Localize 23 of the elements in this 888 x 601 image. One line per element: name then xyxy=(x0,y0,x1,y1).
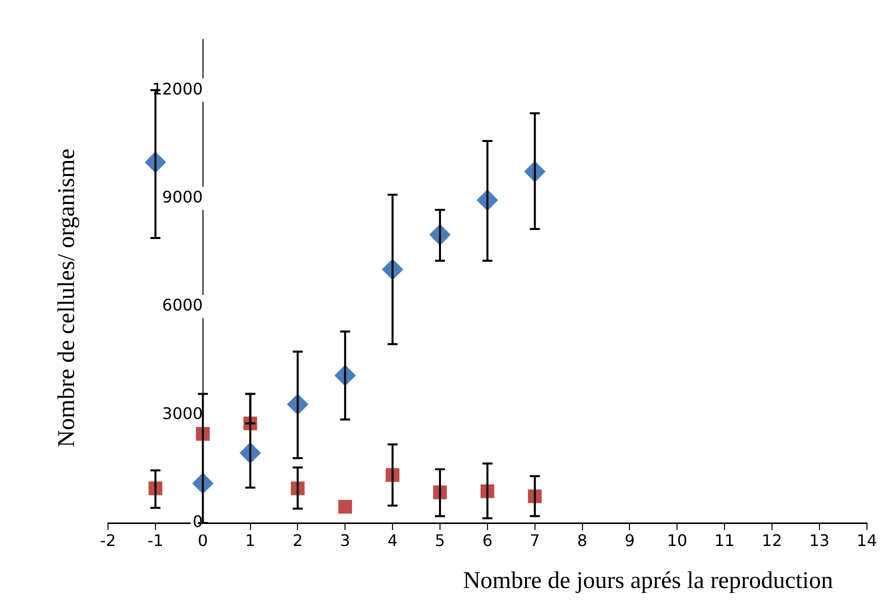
y-tick-label: 6000 xyxy=(162,296,203,315)
x-tick-label: 7 xyxy=(530,530,540,550)
y-axis-title: Nombre de cellules/ organisme xyxy=(54,148,80,448)
x-tick-label: 6 xyxy=(482,530,493,550)
y-tick-label: 9000 xyxy=(162,187,203,206)
x-tick-label: 13 xyxy=(809,530,830,550)
point xyxy=(338,500,352,514)
x-tick-label: 12 xyxy=(762,530,782,550)
x-tick-label: 1 xyxy=(245,530,256,550)
x-tick-label: -2 xyxy=(100,530,116,550)
x-tick-label: 8 xyxy=(577,530,588,550)
x-tick-label: -1 xyxy=(147,530,164,550)
y-tick-label: 3000 xyxy=(162,404,203,423)
x-tick-label: 9 xyxy=(624,530,635,550)
x-tick-label: 11 xyxy=(714,530,735,550)
x-axis-title: Nombre de jours aprés la reproduction xyxy=(463,568,833,594)
x-tick-label: 4 xyxy=(387,530,398,550)
x-tick-label: 3 xyxy=(340,530,350,550)
x-tick-label: 10 xyxy=(666,530,688,550)
x-tick-label: 5 xyxy=(434,530,446,550)
y-tick-label: 12000 xyxy=(152,79,203,98)
x-tick-label: 14 xyxy=(856,530,877,550)
x-tick-label: 2 xyxy=(292,530,303,550)
